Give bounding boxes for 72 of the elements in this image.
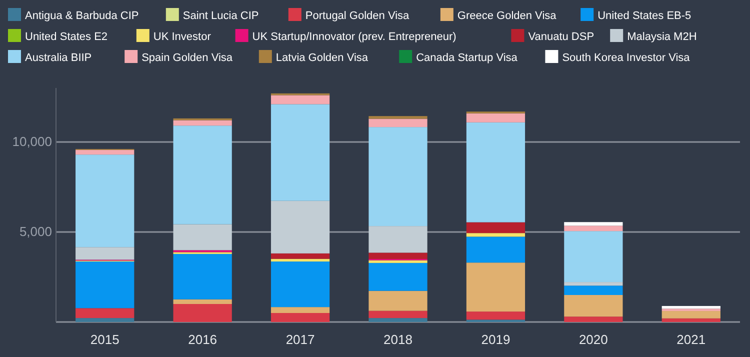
bar — [564, 226, 623, 232]
bar — [173, 224, 232, 250]
legend-label: Antigua & Barbuda CIP — [25, 10, 139, 22]
legend-label: Latvia Golden Visa — [276, 52, 369, 64]
legend-label: UK Investor — [153, 31, 212, 43]
bar — [76, 262, 134, 308]
legend-label: Vanuatu DSP — [528, 31, 594, 43]
bar — [368, 262, 428, 291]
bar — [466, 312, 526, 320]
x-tick-label: 2020 — [578, 332, 608, 347]
bar — [564, 316, 623, 322]
bar — [564, 222, 623, 226]
bar — [564, 282, 623, 286]
legend-label: Saint Lucia CIP — [182, 10, 259, 22]
bar — [270, 307, 330, 313]
x-tick-label: 2016 — [188, 332, 218, 347]
bar — [466, 113, 526, 122]
bar — [76, 150, 134, 155]
legend-label: Spain Golden Visa — [142, 52, 234, 64]
bar — [466, 262, 526, 312]
y-tick-label: 10,000 — [12, 134, 52, 149]
bar — [173, 120, 232, 126]
bar — [173, 126, 232, 224]
bar — [564, 286, 623, 295]
legend-label: Australia BIIP — [25, 52, 92, 64]
bar — [466, 222, 526, 234]
bar — [466, 233, 526, 237]
bar — [270, 200, 330, 254]
bar — [368, 318, 428, 322]
bar — [368, 290, 428, 311]
x-tick-label: 2019 — [481, 332, 510, 347]
legend-label: United States E2 — [25, 31, 108, 43]
legend-label: UK Startup/Innovator (prev. Entrepreneur) — [252, 31, 456, 43]
bar — [76, 318, 134, 322]
bar — [270, 262, 330, 308]
bar — [368, 116, 428, 119]
legend-label: Greece Golden Visa — [457, 10, 558, 22]
bar — [662, 318, 720, 322]
legend-label: Malaysia M2H — [627, 31, 697, 43]
x-tick-label: 2018 — [384, 332, 412, 347]
bar — [270, 104, 330, 201]
bar — [466, 236, 526, 263]
legend-label: United States EB-5 — [598, 10, 692, 22]
bar — [564, 231, 623, 282]
x-tick-label: 2015 — [90, 332, 120, 347]
bar — [662, 306, 720, 309]
bar — [270, 258, 330, 262]
bar — [368, 252, 428, 259]
bar — [270, 313, 330, 322]
bar — [173, 304, 232, 322]
x-tick-label: 2017 — [286, 332, 315, 347]
bar — [173, 299, 232, 304]
bar — [466, 122, 526, 222]
bar — [270, 95, 330, 104]
bar — [76, 308, 134, 318]
bar — [368, 226, 428, 253]
legend-label: South Korea Investor Visa — [562, 52, 691, 64]
bar — [368, 127, 428, 226]
bar — [173, 254, 232, 300]
bar — [76, 247, 134, 260]
bar — [76, 154, 134, 248]
bar — [368, 118, 428, 128]
bar — [368, 260, 428, 263]
bar — [662, 311, 720, 318]
bar — [662, 308, 720, 312]
x-tick-label: 2021 — [676, 332, 706, 347]
y-tick-label: 5,000 — [19, 224, 52, 239]
bar — [270, 253, 330, 259]
bar — [564, 295, 623, 317]
legend-label: Canada Startup Visa — [416, 52, 518, 64]
bar — [368, 310, 428, 318]
legend-label: Portugal Golden Visa — [305, 10, 410, 22]
